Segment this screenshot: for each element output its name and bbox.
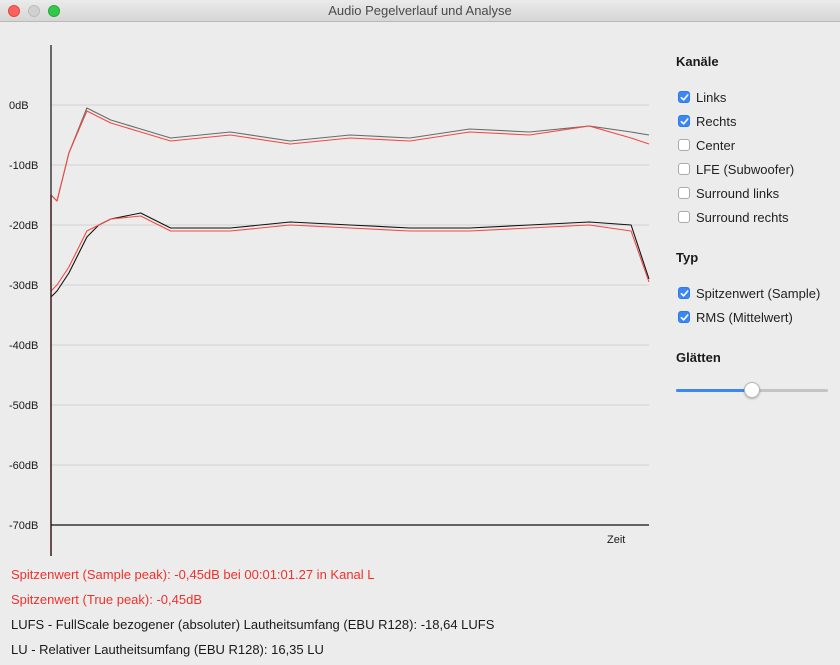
slider-thumb[interactable] [744, 382, 760, 398]
sample-peak-text: Spitzenwert (Sample peak): -0,45dB bei 0… [11, 567, 375, 582]
type-heading: Typ [676, 250, 699, 265]
checkbox-box[interactable] [678, 211, 690, 223]
checkmark-icon[interactable] [678, 91, 690, 103]
y-tick-label: -20dB [9, 220, 38, 232]
y-tick-label: -50dB [9, 400, 38, 412]
y-tick-label: 0dB [9, 100, 29, 112]
lufs-text: LUFS - FullScale bezogener (absoluter) L… [11, 617, 495, 632]
checkbox-surround-links[interactable]: Surround links [678, 184, 779, 202]
checkbox-label: LFE (Subwoofer) [696, 161, 795, 177]
y-tick-label: -60dB [9, 460, 38, 472]
series-line-3 [50, 212, 650, 298]
checkbox-label: Rechts [696, 113, 737, 129]
chart-series [50, 107, 650, 556]
checkbox-box[interactable] [678, 163, 690, 175]
checkbox-label: Surround rechts [696, 209, 789, 225]
checkbox-rechts[interactable]: Rechts [678, 112, 736, 130]
chart-grid [51, 104, 649, 466]
checkbox-box[interactable] [678, 139, 690, 151]
checkbox-label: Surround links [696, 185, 780, 201]
checkbox-box[interactable] [678, 187, 690, 199]
level-chart: 0dB -10dB -20dB -30dB -40dB -50dB -60dB -70dB Z… [9, 45, 650, 556]
slider-fill [676, 389, 752, 392]
checkmark-icon[interactable] [678, 115, 690, 127]
y-axis-ticks: 0dB -10dB -20dB -30dB -40dB -50dB -60dB -70dB [9, 100, 38, 532]
close-button[interactable] [8, 5, 20, 17]
checkmark-icon[interactable] [678, 287, 690, 299]
checkbox-label: Spitzenwert (Sample) [696, 285, 821, 301]
checkbox-label: Links [696, 89, 727, 105]
series-line-4 [50, 215, 650, 292]
y-tick-label: -10dB [9, 160, 38, 172]
y-tick-label: -70dB [9, 520, 38, 532]
checkbox-label: RMS (Mittelwert) [696, 309, 793, 325]
checkbox-label: Center [696, 137, 736, 153]
title-bar: Audio Pegelverlauf und Analyse [0, 0, 840, 22]
y-tick-label: -30dB [9, 280, 38, 292]
checkbox-rms-mittelwert[interactable]: RMS (Mittelwert) [678, 308, 793, 326]
checkbox-surround-rechts[interactable]: Surround rechts [678, 208, 789, 226]
zoom-button[interactable] [48, 5, 60, 17]
series-line-1 [50, 107, 650, 202]
lu-text: LU - Relativer Lautheitsumfang (EBU R128… [11, 642, 324, 657]
window-title: Audio Pegelverlauf und Analyse [328, 3, 512, 18]
true-peak-text: Spitzenwert (True peak): -0,45dB [11, 592, 202, 607]
checkbox-center[interactable]: Center [678, 136, 735, 154]
series-line-2 [50, 110, 650, 202]
checkbox-lfe-subwoofer[interactable]: LFE (Subwoofer) [678, 160, 794, 178]
y-tick-label: -40dB [9, 340, 38, 352]
checkbox-links[interactable]: Links [678, 88, 726, 106]
checkbox-spitzenwert-sample[interactable]: Spitzenwert (Sample) [678, 284, 820, 302]
minimize-button[interactable] [28, 5, 40, 17]
smoothing-heading: Glätten [676, 350, 721, 365]
smoothing-slider[interactable] [676, 380, 828, 400]
x-axis-label: Zeit [607, 534, 625, 546]
channels-heading: Kanäle [676, 54, 719, 69]
checkmark-icon[interactable] [678, 311, 690, 323]
